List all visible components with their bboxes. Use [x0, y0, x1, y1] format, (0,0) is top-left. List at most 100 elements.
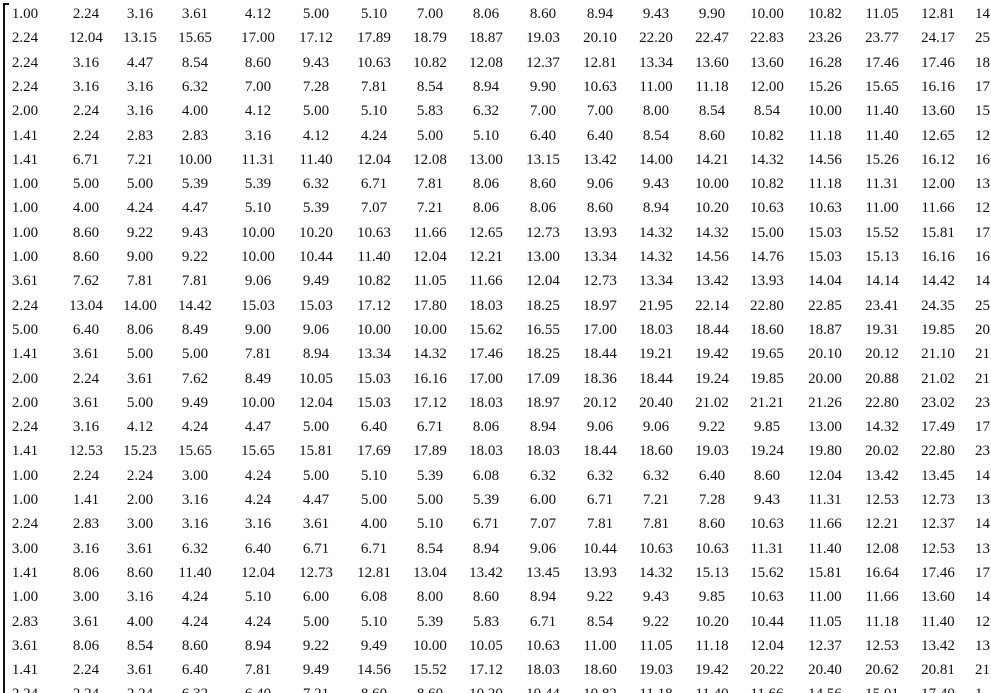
- matrix-cell: 13: [975, 637, 990, 654]
- matrix-cell: 13: [975, 540, 990, 557]
- matrix-cell: 11.00: [808, 589, 842, 606]
- matrix-cell: 8.94: [529, 589, 557, 606]
- matrix-cell: 5.10: [472, 127, 500, 144]
- matrix-cell: 10.20: [299, 224, 333, 241]
- matrix-cell: 10.00: [241, 224, 275, 241]
- matrix-cell: 3.61: [302, 516, 330, 533]
- matrix-cell: 11.31: [750, 540, 784, 557]
- matrix-cell: 8.94: [244, 637, 272, 654]
- matrix-cell: 6.40: [586, 127, 614, 144]
- matrix-cell: 8.06: [529, 200, 557, 217]
- matrix-cell: 14.32: [639, 224, 673, 241]
- matrix-cell: 1.00: [11, 589, 39, 606]
- matrix-cell: 3.61: [181, 6, 209, 22]
- matrix-cell: 7.21: [303, 685, 329, 693]
- matrix-cell: 3.61: [11, 273, 39, 290]
- matrix-cell: 19.80: [808, 443, 842, 460]
- matrix-cell: 11.05: [808, 613, 842, 630]
- matrix-cell: 4.24: [181, 419, 209, 436]
- matrix-cell: 8.60: [529, 176, 557, 193]
- matrix-cell: 2.24: [72, 370, 100, 387]
- matrix-cell: 10.63: [357, 224, 391, 241]
- matrix-cell: 5.00: [72, 176, 100, 193]
- matrix-cell: 12: [975, 613, 990, 630]
- matrix-cell: 10.63: [526, 637, 560, 654]
- matrix-cell: 19.03: [639, 662, 673, 679]
- matrix-cell: 2.24: [73, 685, 99, 693]
- matrix-cell: 10.63: [750, 589, 784, 606]
- matrix-cell: 8.60: [361, 685, 387, 693]
- matrix-cell: 22.83: [750, 30, 784, 47]
- matrix-cell: 20.12: [583, 394, 617, 411]
- matrix-cell: 11.05: [639, 637, 673, 654]
- matrix-cell: 16.16: [921, 249, 955, 265]
- matrix-cell: 6.40: [244, 540, 272, 557]
- matrix-cell: 10.44: [583, 540, 617, 557]
- matrix-cell: 9.06: [529, 540, 557, 557]
- matrix-cell: 7.00: [416, 6, 444, 22]
- matrix-cell: 10.82: [750, 176, 784, 193]
- matrix-cell: 14: [975, 6, 990, 22]
- matrix-cell: 10.82: [808, 6, 842, 22]
- matrix-cell: 15.03: [808, 224, 842, 241]
- matrix-cell: 12.81: [921, 6, 955, 22]
- matrix-cell: 14.00: [123, 297, 157, 314]
- matrix-cell: 22.85: [808, 297, 842, 314]
- matrix-cell: 12.04: [69, 30, 103, 47]
- matrix-cell: 2.83: [126, 127, 154, 144]
- matrix-cell: 19.65: [750, 346, 784, 363]
- matrix-cell: 3.16: [126, 589, 154, 606]
- matrix-cell: 18.03: [639, 321, 673, 338]
- matrix-cell: 9.85: [698, 589, 726, 606]
- matrix-cell: 3.00: [126, 516, 154, 533]
- matrix-cell: 11.05: [413, 273, 447, 290]
- matrix-cell: 18.03: [469, 443, 503, 460]
- matrix-cell: 11.66: [921, 200, 955, 217]
- matrix-cell: 18.60: [750, 321, 784, 338]
- matrix-cell: 3.61: [72, 394, 100, 411]
- matrix-cell: 10.44: [299, 249, 333, 265]
- matrix-cell: 3.16: [126, 6, 154, 22]
- matrix-cell: 18.44: [695, 321, 729, 338]
- matrix-cell: 7.81: [126, 273, 154, 290]
- matrix-cell: 14.42: [178, 297, 212, 314]
- matrix-cell: 2.00: [11, 103, 39, 120]
- matrix-cell: 24.35: [921, 297, 955, 314]
- matrix-cell: 5.00: [302, 613, 330, 630]
- matrix-cell: 8.54: [586, 613, 614, 630]
- matrix-cell: 19.85: [750, 370, 784, 387]
- matrix-cell: 23.26: [808, 30, 842, 47]
- matrix-cell: 12.08: [865, 540, 899, 557]
- matrix-cell: 8.06: [472, 200, 500, 217]
- matrix-cell: 21: [975, 346, 990, 363]
- matrix-cell: 12.04: [357, 151, 391, 168]
- matrix-cell: 3.61: [126, 370, 154, 387]
- matrix-cell: 23: [975, 443, 990, 460]
- matrix-cell: 14: [975, 516, 990, 533]
- matrix-cell: 21: [975, 370, 990, 387]
- matrix-cell: 8.00: [642, 103, 670, 120]
- matrix-cell: 7.21: [126, 151, 154, 168]
- matrix-cell: 13: [975, 176, 990, 193]
- matrix-cell: 19.85: [921, 321, 955, 338]
- matrix-cell: 5.00: [11, 321, 39, 338]
- matrix-cell: 12.37: [808, 637, 842, 654]
- matrix-cell: 4.24: [181, 589, 209, 606]
- matrix-cell: 18.36: [583, 370, 617, 387]
- matrix-cell: 9.43: [753, 492, 781, 508]
- matrix-cell: 14.32: [639, 249, 673, 265]
- matrix-cell: 2.00: [11, 394, 39, 411]
- matrix-cell: 12.37: [526, 54, 560, 71]
- matrix-cell: 10.00: [357, 321, 391, 338]
- matrix-cell: 8.60: [753, 467, 781, 484]
- matrix-cell: 20.12: [865, 346, 899, 363]
- matrix-cell: 15.03: [357, 394, 391, 411]
- matrix-cell: 6.71: [586, 492, 614, 508]
- matrix-cell: 15.01: [865, 685, 899, 693]
- matrix-cell: 15.81: [808, 564, 842, 581]
- matrix-cell: 5.10: [360, 613, 388, 630]
- matrix-cell: 4.00: [126, 613, 154, 630]
- matrix-cell: 25: [975, 297, 990, 314]
- matrix-cell: 2.83: [72, 516, 100, 533]
